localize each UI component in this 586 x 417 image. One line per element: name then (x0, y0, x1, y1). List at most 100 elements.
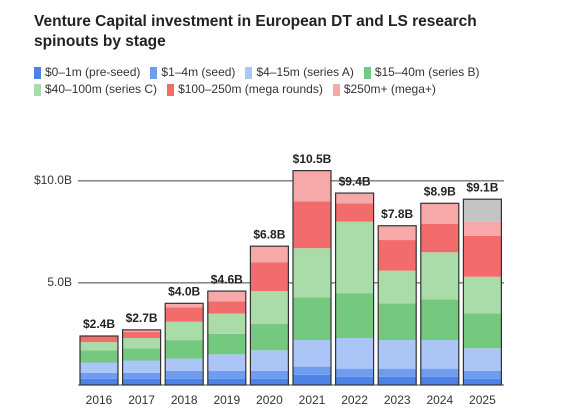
legend-swatch (34, 83, 41, 96)
total-label: $10.5B (293, 152, 332, 166)
bar-outline (164, 302, 204, 386)
chart-title: Venture Capital investment in European D… (34, 13, 477, 50)
bar-outline (462, 198, 502, 386)
bar-segment (80, 362, 118, 373)
bar-segment (293, 248, 331, 298)
bar-segment (420, 299, 459, 341)
legend-swatch (245, 66, 253, 79)
bar-outline (292, 170, 332, 386)
bar-segment (463, 313, 502, 349)
bar-segment (463, 370, 502, 379)
legend-item: $4–15m (series A) (245, 64, 354, 81)
bar-segment (335, 338, 374, 369)
total-label: $4.0B (168, 285, 200, 299)
total-label: $2.4B (83, 317, 115, 331)
bar-segment (250, 246, 289, 263)
bar-segment (420, 368, 459, 377)
bar-segment (250, 323, 289, 351)
bar-segment (250, 291, 289, 324)
bar-segment (165, 340, 204, 359)
bar-segment (378, 376, 417, 385)
total-label: $9.4B (339, 174, 371, 188)
x-tick-label: 2016 (86, 393, 113, 407)
x-tick-label: 2023 (384, 393, 411, 407)
bar-segment (463, 276, 502, 314)
total-label: $4.6B (211, 272, 243, 286)
bar-outline (121, 329, 162, 386)
bar-segment (207, 354, 246, 371)
legend-swatch (167, 83, 175, 96)
bar-outline (420, 202, 460, 386)
bar-outline (335, 192, 375, 386)
legend-label: $40–100m (series C) (45, 82, 158, 96)
bar-segment (293, 366, 331, 375)
bar-segment (335, 376, 374, 385)
bar-segment (80, 350, 118, 363)
x-tick-label: 2021 (299, 393, 326, 407)
total-label: $7.8B (381, 207, 413, 221)
bar-outline (79, 335, 119, 386)
bar-segment (207, 291, 246, 302)
legend-item: $1–4m (seed) (150, 64, 235, 81)
bar-segment (293, 297, 331, 341)
legend-label: $15–40m (series B) (374, 65, 480, 79)
bar-segment (80, 378, 118, 385)
x-tick-label: 2025 (469, 393, 496, 407)
bar-segment (165, 378, 204, 385)
bar-segment (207, 378, 246, 385)
bar-segment (463, 348, 502, 371)
bar-segment (378, 340, 417, 369)
bar-segment (420, 376, 459, 385)
bar-segment (165, 358, 204, 371)
x-tick-label: 2020 (256, 393, 283, 407)
bar-segment (80, 372, 118, 379)
bar-segment (207, 301, 246, 314)
bar-segment (250, 262, 289, 292)
bar-segment (207, 333, 246, 355)
legend-item: $100–250m (mega rounds) (167, 81, 323, 98)
legend: $0–1m (pre-seed) $1–4m (seed) $4–15m (seri… (34, 64, 574, 98)
bar-segment (335, 221, 374, 294)
x-tick-label: 2024 (426, 393, 453, 407)
bar-segment (420, 340, 459, 369)
y-tick-label: 5.0B (47, 275, 72, 289)
bar-segment (165, 307, 204, 322)
bar-outline (377, 225, 417, 386)
bar-segment (420, 252, 459, 300)
total-label: $9.1B (466, 180, 498, 194)
bar-segment (122, 338, 161, 349)
bar-segment (80, 336, 118, 343)
bar-segment (335, 368, 374, 377)
bar-segment (250, 378, 289, 385)
bar-outline (207, 290, 247, 386)
bar-segment (293, 374, 331, 385)
x-tick-label: 2017 (128, 393, 155, 407)
bar-segment (165, 303, 204, 308)
legend-item: $250m+ (mega+) (332, 81, 436, 98)
legend-label: $1–4m (seed) (161, 65, 236, 79)
x-tick-label: 2022 (341, 393, 368, 407)
bar-segment (293, 340, 331, 367)
bar-segment (335, 193, 374, 204)
legend-item: $0–1m (pre-seed) (34, 64, 140, 81)
bar-segment (420, 203, 459, 224)
bar-segment (378, 303, 417, 341)
bar-segment (250, 350, 289, 371)
bar-segment (378, 240, 417, 271)
total-label: $8.9B (424, 184, 456, 198)
bar-segment (378, 225, 417, 241)
bar-segment (165, 321, 204, 341)
bar-segment (378, 368, 417, 377)
bar-segment (463, 235, 502, 277)
legend-swatch (363, 66, 371, 79)
legend-swatch (150, 66, 158, 79)
bar-segment (463, 378, 502, 385)
bar-segment (463, 199, 502, 222)
bar-segment (293, 170, 331, 202)
bar-segment (207, 313, 246, 334)
total-label: $2.7B (126, 311, 158, 325)
legend-label: $100–250m (mega rounds) (178, 82, 323, 96)
legend-item: $15–40m (series B) (363, 64, 480, 81)
